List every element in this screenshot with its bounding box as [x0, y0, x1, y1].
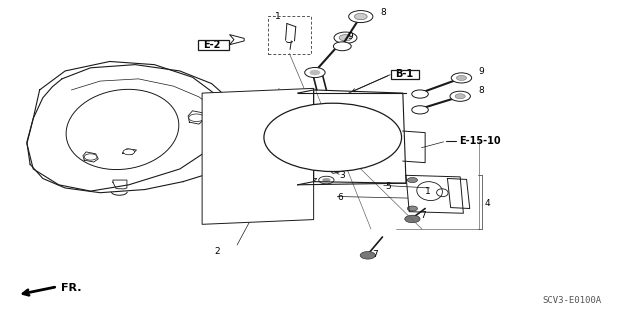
Text: 1: 1	[275, 12, 281, 21]
Circle shape	[339, 34, 352, 41]
Circle shape	[295, 96, 304, 100]
Circle shape	[209, 100, 218, 105]
Circle shape	[334, 32, 357, 43]
Polygon shape	[202, 88, 314, 224]
Text: 7: 7	[420, 211, 426, 220]
Circle shape	[404, 215, 420, 223]
Circle shape	[455, 94, 465, 99]
Circle shape	[349, 11, 373, 23]
Circle shape	[305, 68, 325, 78]
Circle shape	[407, 178, 417, 182]
Text: E-15-10: E-15-10	[459, 136, 500, 146]
Circle shape	[310, 70, 320, 75]
Circle shape	[360, 251, 376, 259]
Circle shape	[264, 103, 401, 172]
Circle shape	[189, 114, 204, 122]
Polygon shape	[230, 34, 244, 45]
Circle shape	[291, 93, 308, 102]
Text: 7: 7	[372, 250, 378, 259]
Circle shape	[209, 206, 218, 211]
Text: 8: 8	[381, 8, 387, 17]
Circle shape	[333, 42, 351, 51]
Text: B-1: B-1	[395, 69, 413, 79]
Text: 4: 4	[484, 199, 490, 208]
Circle shape	[295, 211, 304, 215]
Text: SCV3-E0100A: SCV3-E0100A	[542, 296, 601, 305]
Circle shape	[355, 13, 367, 20]
Circle shape	[412, 90, 428, 98]
Circle shape	[123, 149, 134, 155]
Circle shape	[450, 91, 470, 101]
Text: 3: 3	[339, 171, 345, 180]
Circle shape	[412, 106, 428, 114]
Circle shape	[407, 206, 417, 211]
Text: 5: 5	[385, 182, 391, 191]
Circle shape	[319, 176, 334, 184]
Text: 6: 6	[338, 193, 344, 202]
Circle shape	[204, 98, 222, 107]
Circle shape	[456, 75, 467, 80]
Circle shape	[451, 73, 472, 83]
Text: 9: 9	[478, 67, 484, 76]
Text: 8: 8	[478, 86, 484, 95]
Circle shape	[204, 204, 222, 213]
Text: FR.: FR.	[61, 283, 81, 293]
Circle shape	[323, 178, 330, 182]
Text: 9: 9	[348, 32, 353, 41]
Circle shape	[84, 154, 97, 160]
Circle shape	[291, 209, 308, 218]
Text: E-2: E-2	[203, 40, 220, 50]
Text: 1: 1	[424, 187, 430, 196]
Text: 2: 2	[215, 247, 221, 256]
